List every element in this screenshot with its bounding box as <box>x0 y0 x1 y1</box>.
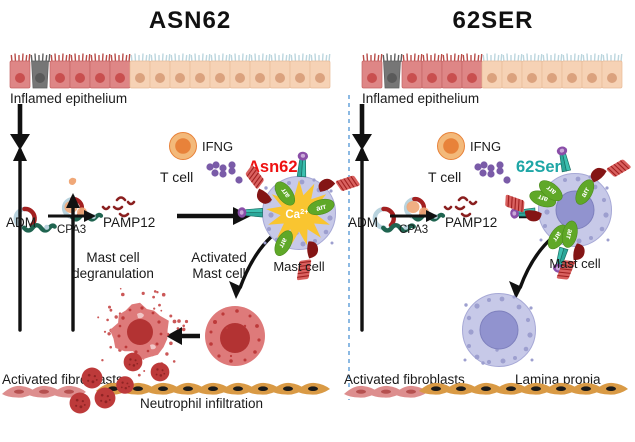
svg-text:Mast cell: Mast cell <box>86 250 139 265</box>
svg-text:degranulation: degranulation <box>72 266 154 281</box>
svg-text:ASN62: ASN62 <box>149 7 231 34</box>
svg-text:Mast cell: Mast cell <box>192 266 245 281</box>
svg-text:Mast cell: Mast cell <box>273 259 324 274</box>
svg-text:62Ser: 62Ser <box>516 158 562 176</box>
svg-text:Inflamed epithelium: Inflamed epithelium <box>362 91 479 106</box>
svg-text:T cell: T cell <box>428 169 461 185</box>
svg-text:IFNG: IFNG <box>202 139 233 154</box>
svg-text:PAMP12: PAMP12 <box>103 215 155 230</box>
svg-text:Inflamed epithelium: Inflamed epithelium <box>10 91 127 106</box>
svg-text:Mast cell: Mast cell <box>549 256 600 271</box>
svg-text:62SER: 62SER <box>452 7 533 34</box>
svg-text:Neutrophil infiltration: Neutrophil infiltration <box>140 396 263 411</box>
svg-text:PAMP12: PAMP12 <box>445 215 497 230</box>
svg-text:CPA3: CPA3 <box>399 224 428 236</box>
svg-text:Activated fibroblasts: Activated fibroblasts <box>344 372 465 387</box>
svg-text:IFNG: IFNG <box>470 139 501 154</box>
svg-text:Activated fibroblasts: Activated fibroblasts <box>2 372 123 387</box>
svg-text:T cell: T cell <box>160 169 193 185</box>
svg-text:Activated: Activated <box>191 250 247 265</box>
